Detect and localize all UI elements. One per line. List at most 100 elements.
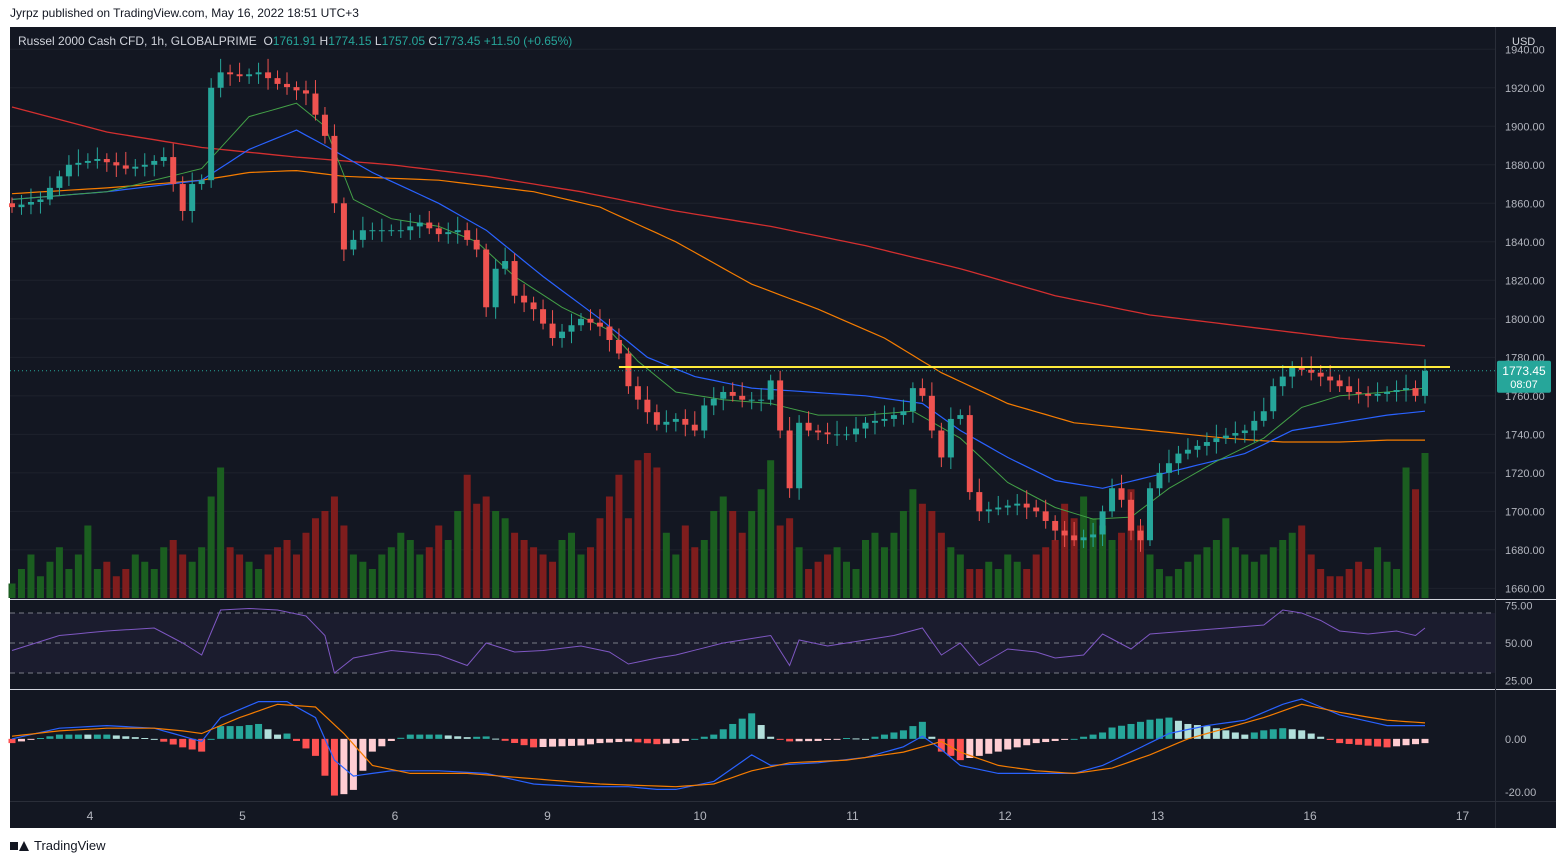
volume-bar [975, 569, 983, 598]
volume-bar [814, 561, 822, 598]
candle-body [1023, 503, 1030, 508]
candle-body [995, 507, 1002, 510]
macd-histogram-bar [292, 738, 300, 741]
volume-bar [397, 532, 405, 598]
candle-body [1042, 511, 1049, 521]
candle-body [521, 295, 528, 303]
macd-histogram-bar [1193, 725, 1201, 739]
volume-bar [966, 569, 974, 598]
macd-histogram-bar [93, 734, 101, 739]
macd-histogram-bar [1307, 733, 1315, 739]
macd-histogram-bar [861, 738, 869, 740]
macd-histogram-bar [748, 713, 756, 739]
macd-histogram-bar [937, 738, 945, 752]
candle-body [1128, 499, 1135, 531]
candle-body [739, 395, 746, 400]
candle-body [198, 180, 205, 185]
macd-histogram-bar [1004, 738, 1012, 750]
volume-bar [1383, 561, 1391, 598]
macd-histogram-bar [160, 738, 168, 742]
macd-histogram-bar [994, 738, 1002, 752]
volume-bar [985, 561, 993, 598]
candle-body [1090, 534, 1097, 538]
candle-body [767, 380, 774, 400]
volume-bar [141, 561, 149, 598]
volume-bar [530, 547, 538, 598]
candle-body [615, 339, 622, 354]
volume-bar [1317, 569, 1325, 598]
volume-bar [1146, 554, 1154, 598]
footer-brand[interactable]: TradingView [10, 838, 106, 853]
macd-histogram-bar [1070, 738, 1078, 740]
macd-histogram-bar [511, 738, 519, 743]
volume-bar [918, 503, 926, 598]
macd-histogram-bar [767, 736, 775, 739]
macd-histogram-bar [1184, 723, 1192, 739]
volume-bar [719, 496, 727, 598]
macd-histogram-bar [1269, 729, 1277, 739]
macd-histogram-bar [1118, 725, 1126, 739]
y-tick-label: 1680.00 [1505, 545, 1545, 557]
x-tick-label: 13 [1151, 809, 1165, 823]
y-tick-label: 1700.00 [1505, 506, 1545, 518]
candle-body [369, 230, 376, 232]
candle-body [710, 398, 717, 406]
candle-body [1384, 391, 1391, 394]
candle-body [976, 492, 983, 512]
volume-bar [549, 561, 557, 598]
macd-histogram-bar [729, 723, 737, 739]
candle-body [672, 418, 679, 422]
volume-bar [681, 525, 689, 598]
volume-bar [501, 518, 509, 598]
macd-histogram-bar [112, 735, 120, 739]
candle-body [426, 222, 433, 229]
macd-histogram-bar [255, 723, 263, 739]
macd-histogram-bar [1108, 727, 1116, 739]
macd-histogram-bar [406, 734, 414, 739]
macd-histogram-bar [245, 725, 253, 739]
volume-bar [122, 569, 130, 598]
macd-histogram-bar [188, 738, 196, 750]
volume-bar [643, 453, 651, 598]
candle-body [834, 434, 841, 436]
volume-bar [349, 554, 357, 598]
y-tick-label: 1800.00 [1505, 314, 1545, 326]
candle-body [321, 114, 328, 136]
last-price-tag [1497, 360, 1551, 393]
candle-body [464, 230, 471, 240]
volume-bar [36, 576, 44, 598]
symbol-legend: Russel 2000 Cash CFD, 1h, GLOBALPRIME O1… [18, 34, 572, 48]
macd-histogram-bar [1288, 729, 1296, 739]
candle-body [492, 268, 499, 308]
candle-body [435, 228, 442, 235]
candle-body [340, 203, 347, 250]
macd-histogram-bar [150, 738, 158, 740]
currency-label: USD [1512, 36, 1535, 48]
candle-body [985, 509, 992, 512]
volume-bar [1241, 554, 1249, 598]
volume-bar [994, 569, 1002, 598]
candle-body [587, 318, 594, 323]
candle-body [1080, 537, 1087, 541]
volume-bar [359, 561, 367, 598]
macd-histogram-bar [956, 738, 964, 761]
candle-body [947, 418, 954, 458]
macd-histogram-bar [236, 726, 244, 739]
candle-body [255, 72, 262, 75]
candle-body [796, 422, 803, 489]
volume-bar [1421, 453, 1429, 598]
macd-histogram-bar [169, 738, 177, 745]
macd-histogram-bar [1421, 738, 1429, 744]
candle-body [217, 72, 224, 88]
volume-bar [1061, 503, 1069, 598]
candle-body [1184, 449, 1191, 454]
volume-bar [1108, 540, 1116, 598]
macd-histogram-bar [1260, 730, 1268, 739]
macd-histogram-bar [1336, 738, 1344, 744]
macd-histogram-bar [691, 738, 699, 740]
volume-bar [824, 554, 832, 598]
volume-bar [1326, 576, 1334, 598]
candle-body [1412, 388, 1419, 396]
candle-body [302, 90, 309, 94]
